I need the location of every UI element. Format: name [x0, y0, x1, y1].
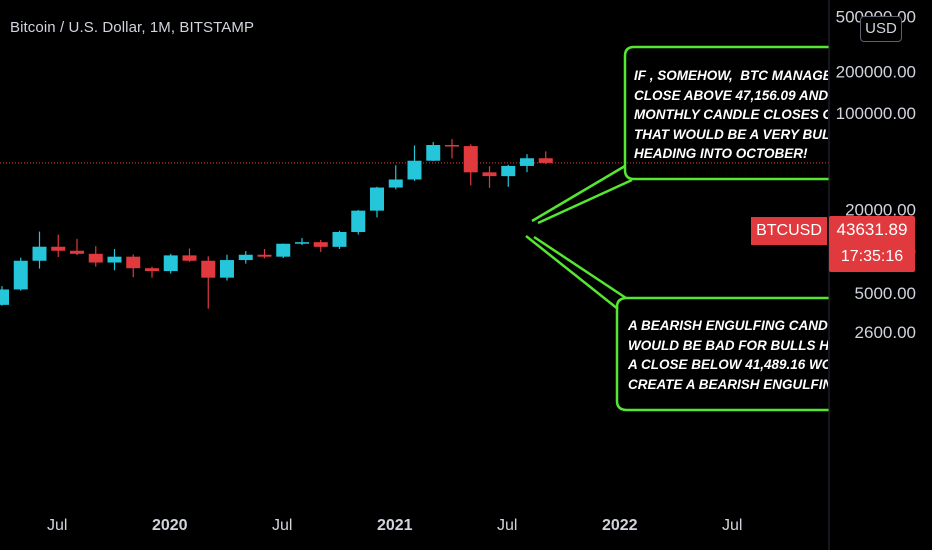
candle-body	[276, 243, 291, 257]
candle-body	[538, 158, 553, 163]
time-axis-label: 2022	[602, 517, 638, 534]
annotation-pointer-bearish	[525, 235, 627, 310]
annotation-box-bullish[interactable]	[623, 45, 829, 181]
candle-body	[257, 254, 272, 257]
candle-body	[463, 146, 478, 173]
candle-body	[313, 242, 328, 247]
candle-body	[70, 250, 84, 254]
price-axis-label: 5000.00	[855, 284, 916, 303]
annotation-text-bullish: IF , SOMEHOW, BTC MANAGES T CLOSE ABOVE 4…	[634, 66, 828, 166]
annotation-line: THAT WOULD BE A VERY BULLIS	[634, 126, 828, 142]
time-axis[interactable]: Jul 2020 Jul 2021 Jul 2022 Jul	[47, 517, 742, 534]
annotation-line: CREATE A BEARISH ENGULFING	[628, 376, 828, 392]
annotation-line: HEADING INTO OCTOBER!	[634, 146, 808, 161]
time-axis-label: Jul	[47, 517, 67, 534]
annotation-line: A BEARISH ENGULFING CANDLE	[628, 318, 828, 333]
chart-title: Bitcoin / U.S. Dollar, 1M, BITSTAMP	[10, 19, 255, 36]
annotation-line: A CLOSE BELOW 41,489.16 WOUL	[628, 357, 828, 372]
bar-countdown: 17:35:16	[840, 248, 904, 265]
symbol-price-tag: BTCUSD	[751, 217, 827, 245]
last-price-box: 43631.89 17:35:16	[829, 216, 915, 272]
candle-body	[295, 242, 309, 244]
annotation-line: WOULD BE BAD FOR BULLS HERE	[628, 337, 828, 353]
candle-body	[201, 260, 216, 278]
time-axis-label: 2020	[152, 517, 188, 534]
candle-body	[145, 268, 159, 272]
annotation-line: IF , SOMEHOW, BTC MANAGES T	[634, 68, 828, 83]
annotation-line: MONTHLY CANDLE CLOSES GRE	[634, 107, 828, 122]
candle-body	[501, 165, 516, 177]
price-axis-label: 100000.00	[836, 104, 916, 123]
time-axis-label: 2021	[377, 517, 413, 534]
candle-body	[482, 172, 497, 177]
candle-body	[388, 179, 403, 188]
candle-body	[126, 256, 141, 269]
annotation-callouts	[525, 45, 829, 412]
time-axis-label: Jul	[497, 517, 517, 534]
time-axis-label: Jul	[722, 517, 742, 534]
candle-body	[13, 260, 28, 290]
candle-body	[520, 158, 534, 166]
candle-body	[32, 246, 47, 261]
candle-body	[182, 255, 197, 261]
annotation-box-bearish[interactable]	[615, 296, 829, 412]
price-axis-label: 20000.00	[845, 201, 916, 220]
candle-body	[107, 256, 122, 263]
price-axis[interactable]: 500000.00200000.00100000.0020000.0010000…	[836, 8, 916, 343]
currency-button[interactable]: USD	[860, 16, 902, 42]
price-axis-label: 2600.00	[855, 323, 916, 342]
candle-body	[426, 145, 441, 161]
candle-body	[163, 255, 178, 272]
candle-body	[238, 254, 253, 261]
candle-body	[332, 232, 347, 247]
last-price-value: 43631.89	[836, 220, 908, 239]
candle-body	[51, 246, 66, 251]
annotation-pointer-bullish	[531, 164, 633, 225]
annotation-text-bearish: A BEARISH ENGULFING CANDLE WOULD BE BAD F…	[628, 316, 828, 396]
price-axis-label: 200000.00	[836, 63, 916, 82]
candle-body	[445, 145, 459, 147]
time-axis-label: Jul	[272, 517, 292, 534]
annotation-line: CLOSE ABOVE 47,156.09 AND TH	[634, 87, 828, 103]
candle-body	[370, 187, 384, 211]
candle-body	[351, 210, 366, 233]
candle-body	[0, 289, 9, 305]
candle-body	[220, 260, 234, 278]
candle-body	[88, 253, 103, 263]
candles	[0, 139, 553, 309]
candle-body	[407, 160, 422, 180]
